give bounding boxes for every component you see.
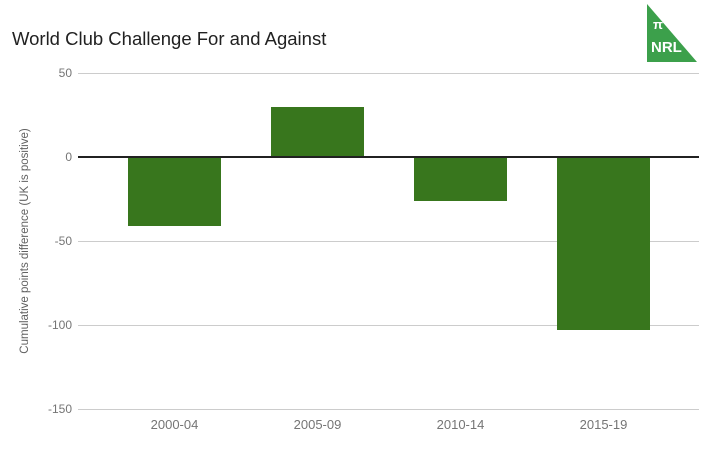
x-tick-label: 2000-04: [150, 417, 199, 432]
logo-nrl-text: NRL: [651, 39, 682, 56]
y-tick-label: -50: [54, 234, 72, 248]
y-tick-label: -150: [47, 402, 72, 416]
gridline: [78, 72, 699, 74]
x-tick-label: 2005-09: [293, 417, 342, 432]
bar-2000-04: [128, 157, 221, 226]
x-tick-label: 2015-19: [579, 417, 628, 432]
y-tick-label: -100: [47, 318, 72, 332]
gridline: [78, 324, 699, 326]
bar-2010-14: [414, 157, 507, 201]
bar-2015-19: [557, 157, 650, 331]
zero-axis-line: [78, 156, 699, 158]
gridline: [78, 240, 699, 242]
y-tick-label: 50: [58, 66, 72, 80]
y-tick-label: 0: [65, 150, 72, 164]
chart-title: World Club Challenge For and Against: [12, 28, 327, 49]
x-tick-label: 2010-14: [436, 417, 485, 432]
bar-2005-09: [271, 106, 364, 157]
gridline: [78, 408, 699, 410]
logo-pi-symbol: π: [653, 17, 663, 32]
nrl-logo: π NRL: [647, 4, 697, 62]
